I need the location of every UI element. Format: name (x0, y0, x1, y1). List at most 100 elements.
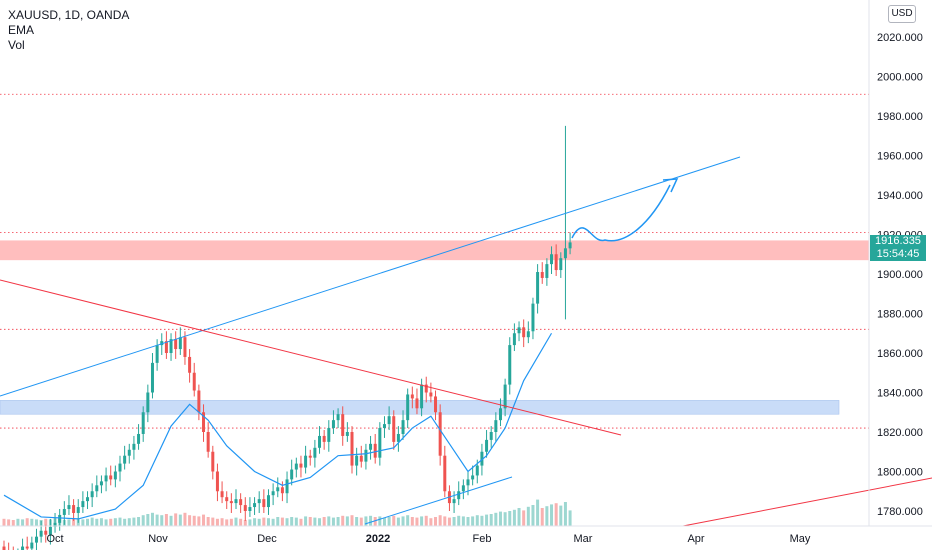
lower-channel-line[interactable] (364, 476, 513, 525)
countdown-timer: 15:54:45 (876, 248, 920, 260)
candle-body (160, 341, 164, 346)
candle-body (322, 435, 326, 442)
volume-bar (512, 509, 516, 526)
volume-bar (447, 517, 451, 526)
rising-trendline[interactable] (0, 156, 741, 397)
price-tick-label: 1900.000 (877, 269, 923, 281)
candle-body (508, 345, 512, 385)
volume-bar (109, 518, 113, 526)
symbol-title[interactable]: XAUUSD, 1D, OANDA (8, 8, 130, 22)
candle-body (44, 530, 48, 535)
volume-bar (30, 518, 34, 526)
volume-bar (452, 517, 456, 526)
candle-body (150, 362, 154, 393)
candle-body (350, 432, 354, 466)
volume-bar (34, 519, 38, 526)
volume-bar (415, 517, 419, 526)
price-tick-label: 1800.000 (877, 467, 923, 479)
volume-bar (471, 516, 475, 526)
volume-bar (7, 519, 11, 526)
volume-bar (178, 514, 182, 526)
candle-body (452, 499, 456, 504)
candle-body (118, 463, 122, 472)
candle-body (290, 469, 294, 480)
candle-body (355, 455, 359, 466)
volume-bar (559, 505, 563, 526)
candle-body (90, 491, 94, 498)
candle-body (461, 485, 465, 492)
candle-body (396, 433, 400, 442)
volume-bar (485, 514, 489, 526)
candle-body (123, 455, 127, 464)
chart-legend: XAUUSD, 1D, OANDA EMA Vol (8, 8, 129, 53)
volume-bar (127, 518, 131, 526)
candle-body (563, 248, 567, 259)
last-price: 1916.335 (875, 235, 921, 247)
volume-bar (345, 516, 349, 526)
candle-body (345, 432, 349, 436)
volume-bar (137, 517, 141, 526)
falling-trendline[interactable] (0, 279, 622, 436)
candle-body (434, 396, 438, 413)
volume-bar (276, 517, 280, 526)
volume-bar (461, 516, 465, 526)
volume-bar (382, 517, 386, 526)
candle-body (178, 337, 182, 350)
volume-bar (313, 517, 317, 526)
candle-body (48, 526, 52, 535)
lower-red-trendline[interactable] (682, 477, 932, 527)
volume-bar (350, 515, 354, 526)
candle-body (137, 433, 141, 444)
candle-body (382, 424, 386, 429)
candle-body (331, 420, 335, 429)
candle-body (253, 503, 257, 508)
candle-body (540, 272, 544, 278)
candle-body (550, 254, 554, 265)
candle-body (266, 495, 270, 508)
volume-bar (95, 518, 99, 526)
candle-body (466, 479, 470, 486)
candle-body (410, 394, 414, 399)
horizontal-levels (0, 93, 869, 429)
candle-body (234, 499, 238, 504)
candle-body (34, 536, 38, 543)
candle-body (545, 264, 549, 278)
candle-body (308, 455, 312, 458)
time-tick-label: Oct (46, 533, 63, 545)
candle-body (420, 384, 424, 409)
volume-bar (104, 519, 108, 526)
candle-body (471, 475, 475, 480)
price-tick-label: 1780.000 (877, 506, 923, 518)
volume-bar (81, 519, 85, 526)
volume-bar (308, 517, 312, 526)
support-zone[interactable] (0, 400, 840, 415)
candle-body (76, 507, 80, 513)
time-axis[interactable]: Oct Nov Dec 2022 Feb Mar Apr May (46, 533, 810, 545)
volume-bar (150, 512, 154, 526)
time-tick-label: Nov (148, 533, 168, 545)
candle-body (188, 356, 192, 373)
price-axis[interactable]: 1780.000 1800.000 1820.000 1840.000 1860.000… (877, 32, 923, 518)
projection-curve[interactable] (571, 184, 671, 242)
volume-bar (336, 517, 340, 526)
currency-button[interactable]: USD (888, 5, 916, 23)
candle-body (220, 491, 224, 498)
candle-body (95, 485, 99, 492)
volume-bar (494, 512, 498, 526)
candle-body (197, 390, 201, 413)
volume-bar (234, 517, 238, 526)
volume-bar (174, 513, 178, 526)
candle-body (262, 499, 266, 508)
volume-bar (359, 517, 363, 526)
ema-indicator-label[interactable]: EMA (8, 23, 35, 37)
candle-body (443, 455, 447, 492)
volume-bar (25, 518, 29, 526)
volume-indicator-label[interactable]: Vol (8, 38, 25, 52)
resistance-zone[interactable] (0, 240, 869, 261)
volume-bar (387, 517, 391, 526)
volume-bar (86, 518, 90, 526)
price-tick-label: 1860.000 (877, 348, 923, 360)
volume-bar (262, 517, 266, 526)
candle-body (276, 487, 280, 492)
